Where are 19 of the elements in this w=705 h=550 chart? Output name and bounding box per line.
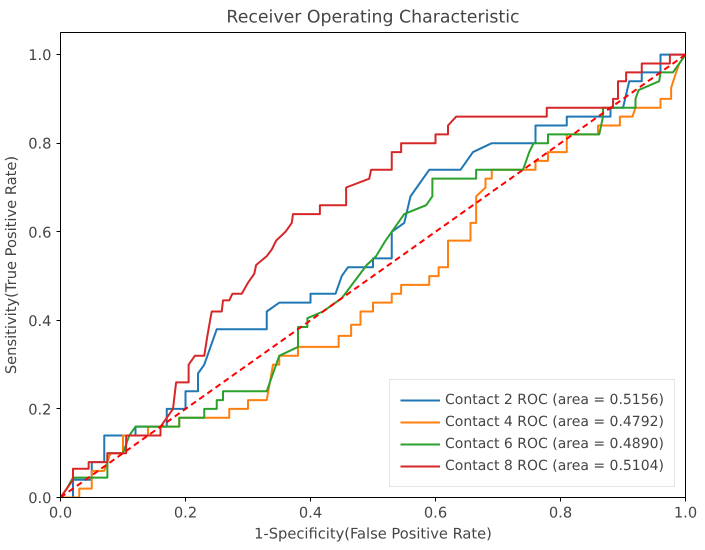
x-tick-label: 0.0 <box>48 504 72 522</box>
x-tick-label: 0.4 <box>298 504 322 522</box>
legend-label: Contact 6 ROC (area = 0.4890) <box>444 436 664 452</box>
x-tick-label: 1.0 <box>674 504 698 522</box>
legend-label: Contact 2 ROC (area = 0.5156) <box>444 392 664 408</box>
y-tick-label: 0.6 <box>28 224 52 242</box>
y-tick-label: 1.0 <box>28 47 52 64</box>
y-tick-label: 0.4 <box>28 312 52 330</box>
chart-title: Receiver Operating Characteristic <box>226 8 520 28</box>
legend-label: Contact 4 ROC (area = 0.4792) <box>444 414 664 430</box>
y-tick-label: 0.2 <box>28 401 52 418</box>
y-tick-label: 0.0 <box>28 490 52 507</box>
y-axis-title: Sensitivity(True Positive Rate) <box>3 156 20 374</box>
x-tick-label: 0.6 <box>424 504 448 522</box>
x-tick-label: 0.8 <box>548 504 572 522</box>
x-axis-title: 1-Specificity(False Positive Rate) <box>254 526 492 542</box>
x-tick-label: 0.2 <box>174 504 198 522</box>
legend-label: Contact 8 ROC (area = 0.5104) <box>444 458 664 474</box>
y-tick-label: 0.8 <box>28 136 52 153</box>
